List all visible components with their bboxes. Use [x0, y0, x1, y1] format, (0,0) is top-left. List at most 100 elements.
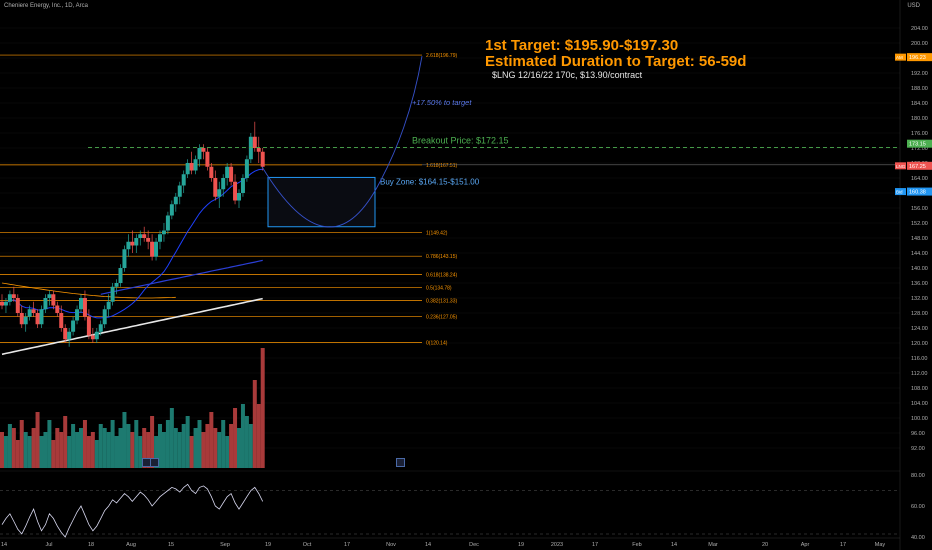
time-tick-label: 14	[425, 542, 431, 548]
candle-body	[256, 148, 261, 152]
candle-body	[31, 309, 36, 313]
volume-bar	[98, 424, 103, 468]
chart-title: Cheniere Energy, Inc., 1D, Arca	[4, 3, 88, 9]
candle-body	[197, 148, 202, 160]
price-tick-label: 204.00	[911, 26, 928, 32]
price-tick-label: 180.00	[911, 116, 928, 122]
price-tick-label: 120.00	[911, 341, 928, 347]
candle-body	[63, 328, 68, 340]
candle-body	[106, 301, 111, 310]
rsi-tick-label: 80.00	[911, 473, 925, 479]
time-tick-label: 19	[518, 542, 524, 548]
candle-body	[169, 204, 174, 216]
volume-bar	[75, 432, 80, 468]
rsi-panel: 80.00 60.00 40.00	[0, 470, 925, 541]
time-tick-label: Sep	[220, 542, 230, 548]
earnings-flag-icon[interactable]	[396, 458, 405, 467]
volume-bar	[237, 428, 241, 468]
candle-body	[173, 196, 178, 205]
badge-value-bg	[907, 161, 932, 170]
candle-body	[7, 294, 12, 302]
badge-value: 196.23	[909, 55, 926, 61]
candle-body	[75, 309, 80, 321]
candle-body	[193, 159, 198, 171]
volume-bar	[260, 348, 265, 468]
badge-value-bg	[907, 139, 932, 148]
candle-body	[221, 178, 226, 190]
volume-bar	[213, 428, 218, 468]
volume-bar	[217, 432, 222, 468]
volume-bar	[189, 436, 194, 468]
candle-body	[217, 189, 222, 197]
volume-bar	[233, 408, 238, 468]
candle-body	[189, 163, 194, 171]
dividend-flag-icon[interactable]	[150, 458, 159, 467]
candle-body	[205, 151, 210, 167]
price-tick-label: 104.00	[911, 401, 928, 407]
candle-body	[79, 298, 83, 310]
price-tick-label: 172.00	[911, 146, 928, 152]
candle-body	[35, 313, 40, 325]
volume-bar	[130, 432, 135, 468]
candle-body	[59, 313, 64, 328]
candle-body	[233, 181, 238, 201]
candle-body	[154, 241, 159, 257]
candle-body	[134, 238, 139, 246]
volume-bar	[35, 412, 40, 468]
fib-label: 1(149.42)	[426, 231, 448, 237]
ma-50-line	[1, 282, 176, 299]
volume-bar	[43, 432, 48, 468]
price-tick-label: 92.00	[911, 446, 925, 452]
candlesticks	[0, 121, 265, 347]
volume-bar	[240, 404, 245, 468]
volume-bar	[197, 420, 202, 468]
candle-body	[55, 305, 60, 313]
volume-bar	[31, 428, 36, 468]
price-tick-label: 200.00	[911, 41, 928, 47]
time-tick-label: May	[875, 542, 886, 548]
price-tick-label: 188.00	[911, 86, 928, 92]
time-tick-label: 17	[840, 542, 846, 548]
price-tick-label: 108.00	[911, 386, 928, 392]
time-tick-label: 14	[1, 542, 7, 548]
volume-bar	[15, 440, 20, 468]
candle-body	[71, 320, 76, 332]
ma-100-line	[100, 259, 263, 295]
candle-body	[244, 159, 249, 178]
annotation-zones: Breakout Price: $172.15 Buy Zone: $164.15…	[88, 56, 900, 228]
price-tick-label: 100.00	[911, 416, 928, 422]
volume-bar	[63, 416, 68, 468]
candle-body	[11, 294, 16, 298]
rsi-tick-label: 60.00	[911, 504, 925, 510]
candle-body	[229, 166, 234, 182]
volume-bar	[225, 436, 230, 468]
volume-bar	[102, 428, 107, 468]
time-tick-label: Aug	[126, 542, 136, 548]
badge-value: 167.25	[909, 164, 926, 170]
price-tick-label: 124.00	[911, 326, 928, 332]
price-tick-label: 140.00	[911, 266, 928, 272]
badge-tag-bg	[895, 162, 906, 170]
badge-tag-bg	[895, 53, 906, 61]
candle-body	[165, 215, 170, 231]
rsi-line	[1, 483, 264, 538]
badge-tag: AM	[896, 55, 903, 60]
time-tick-label: 19	[265, 542, 271, 548]
candle-body	[118, 268, 123, 283]
time-axis[interactable]: 14 Jul 18 Aug 15 Sep 19 Oct 17 Nov 14 Dec 19 2023 17 Fe…	[0, 537, 900, 548]
candle-body	[225, 166, 230, 178]
volume-bar	[134, 420, 139, 468]
volume-bar	[55, 428, 60, 468]
volume-bar	[150, 416, 155, 468]
time-tick-label: Apr	[801, 542, 810, 548]
volume-bar	[39, 436, 44, 468]
volume-bar	[118, 428, 123, 468]
candle-body	[27, 309, 32, 317]
volume-bar	[94, 440, 99, 468]
candle-body	[3, 301, 8, 306]
duration-note: Estimated Duration to Target: 56-59d	[485, 53, 747, 70]
volume-bar	[86, 436, 91, 468]
volume-bars	[0, 348, 265, 468]
time-tick-label: 17	[344, 542, 350, 548]
